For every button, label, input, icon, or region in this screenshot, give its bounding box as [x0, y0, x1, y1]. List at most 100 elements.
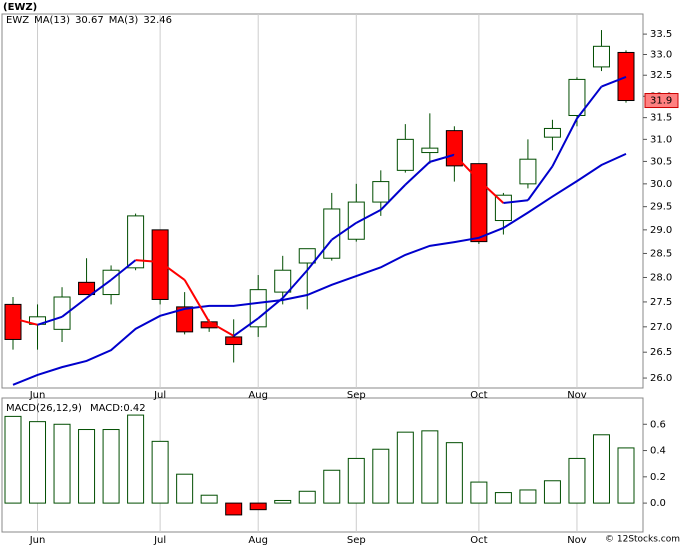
ma-line-segment	[601, 75, 627, 88]
legend-entry: MACD(26,12,9)	[6, 403, 82, 414]
macd-bar	[78, 429, 96, 504]
macd-bar	[568, 457, 586, 504]
macd-bar	[421, 430, 439, 504]
candle-body	[78, 281, 96, 296]
macd-bar	[249, 502, 267, 511]
macd-bar	[592, 434, 610, 504]
y-tick-label: 27.5	[650, 297, 672, 308]
x-tick-label: Oct	[470, 390, 487, 401]
legend-entry: MA(13)	[34, 15, 70, 26]
macd-bar	[225, 502, 243, 516]
ma-line-segment	[404, 161, 431, 186]
candle-body	[225, 336, 243, 346]
y-tick-label: 28.0	[650, 272, 672, 283]
candle-body	[445, 130, 463, 167]
ma-line-segment	[12, 317, 38, 326]
macd-bar	[102, 429, 120, 504]
ma-line-segment	[331, 222, 357, 241]
legend-entry: 32.46	[143, 15, 172, 26]
ma-line-segment	[527, 165, 554, 201]
y-tick-label: 31.5	[650, 113, 672, 124]
macd-bar	[347, 457, 365, 504]
ma-line-segment	[110, 259, 137, 281]
ma-line-segment	[159, 261, 186, 281]
ma-line-segment	[208, 320, 235, 337]
legend-entry: EWZ	[6, 15, 29, 26]
legend-value: 0.42	[123, 403, 145, 414]
macd-bar	[298, 490, 316, 504]
x-tick-label: Jun	[29, 535, 46, 546]
candle-body	[4, 303, 22, 340]
candle-body	[617, 51, 635, 102]
ma-line-segment	[257, 297, 284, 320]
candle-body	[151, 229, 169, 300]
ma-line-segment	[183, 279, 211, 323]
candle-body	[176, 306, 194, 333]
y-tick-label: 27.0	[650, 322, 672, 333]
candle-body	[372, 181, 390, 203]
y-tick-label: 26.0	[650, 373, 672, 384]
candle-body	[249, 289, 267, 328]
macd-bar	[519, 489, 537, 504]
ma-line-segment	[576, 85, 603, 120]
macd-bar	[617, 447, 635, 504]
candle-body	[298, 248, 316, 264]
ma-line-segment	[551, 118, 578, 167]
y-tick-label: 33.5	[650, 29, 672, 40]
x-tick-label: Aug	[248, 535, 268, 546]
candle-body	[127, 215, 145, 269]
x-tick-label: Oct	[470, 535, 487, 546]
candle-body	[53, 296, 71, 330]
y-tick-label: 30.0	[650, 179, 672, 190]
ma-line-segment	[306, 239, 333, 271]
y-tick-label: 0.4	[650, 446, 666, 457]
y-tick-label: 0.0	[650, 498, 666, 509]
macd-bar	[445, 442, 463, 504]
ma-line-segment	[61, 297, 88, 318]
x-tick-label: Aug	[248, 390, 268, 401]
candle-body	[592, 45, 610, 68]
y-tick-label: 31.0	[650, 134, 672, 145]
ma-line-segment	[503, 199, 529, 204]
ma-line-segment	[380, 184, 407, 211]
y-tick-label: 0.6	[650, 419, 666, 430]
macd-bar	[4, 415, 22, 504]
ma-line-segment	[355, 209, 382, 224]
ma-line-segment	[85, 279, 112, 299]
macd-bar	[274, 499, 292, 504]
macd-bar	[543, 480, 561, 504]
macd-bar	[29, 421, 47, 504]
y-tick-label: 30.5	[650, 156, 672, 167]
last-price-box	[644, 93, 679, 109]
legend-entry: MA(3)	[109, 15, 139, 26]
y-tick-label: 29.5	[650, 202, 672, 213]
y-tick-label: 26.5	[650, 347, 672, 358]
macd-bar	[470, 481, 488, 504]
macd-bar	[127, 414, 145, 504]
legend-entry: 30.67	[75, 15, 104, 26]
y-tick-label: 33.0	[650, 50, 672, 61]
y-tick-label: 0.2	[650, 472, 666, 483]
last-price-label: 31.9	[650, 96, 672, 107]
macd-bar	[396, 431, 414, 504]
ma-line-segment	[135, 259, 161, 264]
macd-bar	[323, 469, 341, 504]
x-tick-label: Sep	[347, 535, 366, 546]
candle-body	[519, 158, 537, 185]
candle-body	[102, 269, 120, 296]
chart-title: (EWZ)	[3, 2, 37, 13]
macd-panel	[1, 397, 644, 533]
macd-bar	[372, 448, 390, 504]
ma-line-segment	[453, 154, 480, 181]
y-tick-label: 32.5	[650, 70, 672, 81]
macd-bar	[200, 494, 218, 504]
x-tick-label: Jun	[29, 390, 46, 401]
macd-bar	[53, 423, 71, 504]
x-tick-label: Nov	[567, 535, 587, 546]
x-tick-label: Sep	[347, 390, 366, 401]
ma-line-segment	[37, 315, 63, 326]
ma-line-segment	[478, 179, 505, 204]
candle-body	[543, 127, 561, 138]
macd-bar	[151, 440, 169, 504]
candle-body	[396, 138, 414, 171]
